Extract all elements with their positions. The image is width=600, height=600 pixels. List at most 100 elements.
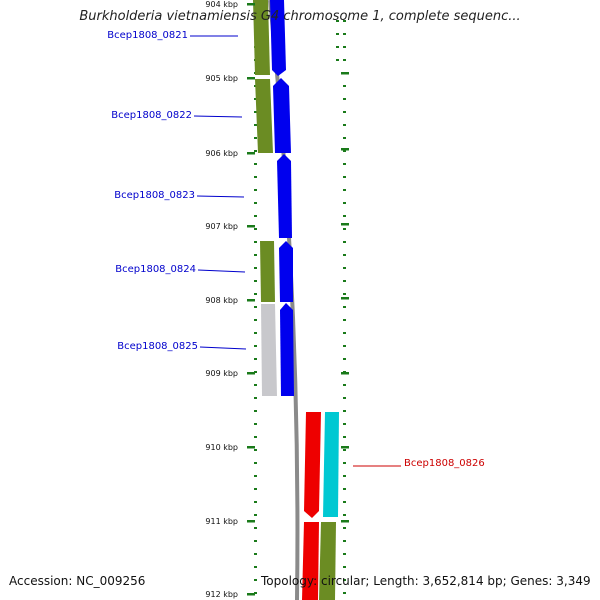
- guide-dot: [343, 345, 346, 347]
- tick-mark: [341, 72, 349, 75]
- gene-arrow-0825: [280, 303, 294, 396]
- guide-dot: [343, 306, 346, 308]
- tick-mark: [247, 152, 255, 155]
- tick-label: 906 kbp: [205, 149, 238, 158]
- guide-dot: [343, 319, 346, 321]
- guide-dot: [343, 59, 346, 61]
- guide-dot: [343, 293, 346, 295]
- guide-dot: [343, 241, 346, 243]
- guide-dot: [254, 137, 257, 139]
- tick-mark: [247, 520, 255, 523]
- feature-tracks: [253, 0, 339, 600]
- gene-label: Bcep1808_0821: [107, 30, 188, 41]
- label-leader-line: [199, 346, 247, 350]
- dotted-guides: [254, 20, 346, 594]
- guide-dot: [336, 59, 339, 61]
- guide-dot: [343, 540, 346, 542]
- gene-labels: Bcep1808_0821 Bcep1808_0822 Bcep1808_0823 B…: [107, 30, 485, 469]
- pseudo-feature-0825: [261, 304, 277, 396]
- guide-dot: [254, 215, 257, 217]
- tick-label: 909 kbp: [205, 369, 238, 378]
- guide-dot: [254, 228, 257, 230]
- gene-arrow-0824: [279, 241, 293, 302]
- tick-label: 905 kbp: [205, 74, 238, 83]
- guide-dot: [254, 410, 257, 412]
- guide-dot: [254, 566, 257, 568]
- guide-dot: [343, 215, 346, 217]
- tick-label: 908 kbp: [205, 296, 238, 305]
- label-leader-line: [196, 195, 245, 198]
- guide-dot: [343, 20, 346, 22]
- guide-dot: [254, 501, 257, 503]
- topology-text: Topology: circular; Length: 3,652,814 bp…: [261, 574, 591, 588]
- guide-dot: [343, 397, 346, 399]
- guide-dot: [254, 579, 257, 581]
- guide-dot: [343, 176, 346, 178]
- gene-arrow-0823: [277, 154, 292, 238]
- guide-dot: [343, 267, 346, 269]
- guide-dot: [254, 592, 257, 594]
- tick-mark: [247, 446, 255, 449]
- tick-label: 907 kbp: [205, 222, 238, 231]
- tick-mark: [341, 446, 349, 449]
- label-leader-line: [193, 115, 243, 118]
- guide-dot: [254, 527, 257, 529]
- guide-dot: [254, 189, 257, 191]
- guide-dot: [343, 423, 346, 425]
- guide-dot: [343, 137, 346, 139]
- guide-dot: [254, 488, 257, 490]
- guide-dot: [343, 150, 346, 152]
- tick-label: 912 kbp: [205, 590, 238, 599]
- guide-dot: [343, 462, 346, 464]
- guide-dot: [254, 98, 257, 100]
- guide-dot: [343, 579, 346, 581]
- tick-mark: [341, 223, 349, 226]
- guide-dot: [254, 358, 257, 360]
- tick-mark: [247, 3, 255, 6]
- guide-dot: [254, 553, 257, 555]
- label-leader-line: [197, 269, 246, 273]
- guide-dot: [343, 33, 346, 35]
- tick-mark: [341, 372, 349, 375]
- guide-dot: [254, 280, 257, 282]
- gene-label: Bcep1808_0824: [115, 264, 196, 275]
- guide-dot: [343, 410, 346, 412]
- guide-dot: [343, 124, 346, 126]
- guide-dot: [254, 124, 257, 126]
- cds-feature-0821: [253, 0, 270, 75]
- guide-dot: [254, 345, 257, 347]
- cds-feature-0822: [255, 79, 273, 153]
- gene-arrow-0821: [270, 0, 286, 76]
- guide-dot: [254, 254, 257, 256]
- gene-arrow-next: [302, 522, 319, 600]
- guide-dot: [343, 280, 346, 282]
- cds-feature-0824: [260, 241, 275, 302]
- accession-text: Accession: NC_009256: [9, 574, 146, 588]
- guide-dot: [343, 592, 346, 594]
- tick-label: 904 kbp: [205, 0, 238, 9]
- map-title: Burkholderia vietnamiensis G4 chromosome…: [79, 9, 521, 24]
- guide-dot: [254, 384, 257, 386]
- guide-dot: [336, 46, 339, 48]
- guide-dot: [343, 111, 346, 113]
- guide-dot: [254, 306, 257, 308]
- tick-mark: [247, 225, 255, 228]
- guide-dot: [336, 20, 339, 22]
- gene-tracks: [270, 0, 321, 600]
- tick-mark: [247, 593, 255, 596]
- guide-dot: [254, 514, 257, 516]
- cds-feature-next: [319, 522, 336, 600]
- guide-dot: [343, 488, 346, 490]
- guide-dot: [343, 228, 346, 230]
- guide-dot: [343, 553, 346, 555]
- guide-dot: [343, 98, 346, 100]
- guide-dot: [254, 202, 257, 204]
- guide-dot: [254, 449, 257, 451]
- guide-dot: [343, 527, 346, 529]
- guide-dot: [254, 332, 257, 334]
- guide-dot: [343, 332, 346, 334]
- cds-feature-0826: [323, 412, 339, 517]
- tick-mark: [247, 77, 255, 80]
- guide-dot: [343, 501, 346, 503]
